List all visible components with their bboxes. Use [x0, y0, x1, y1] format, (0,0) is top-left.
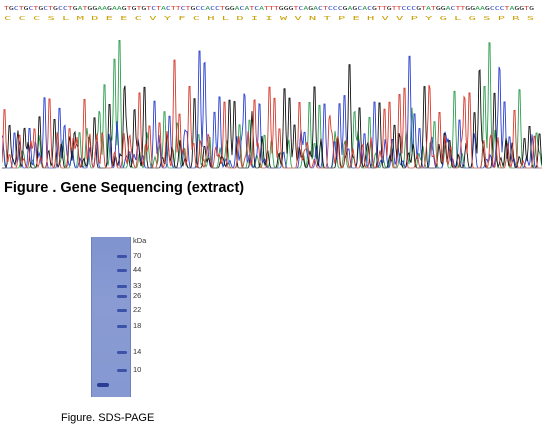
- sample-protein-band: [97, 383, 109, 387]
- marker-band-26: [117, 295, 127, 298]
- marker-label-14: 14: [133, 347, 142, 356]
- sds-page-caption: Figure. SDS-PAGE: [61, 412, 155, 424]
- trace-t: [2, 59, 542, 169]
- marker-band-44: [117, 269, 127, 272]
- sds-page-gel-image: kDa 70 44 33 26 22 18 14 10: [91, 237, 151, 397]
- marker-label-44: 44: [133, 265, 142, 274]
- gel-unit-label: kDa: [133, 236, 147, 245]
- base-trace-lines: [2, 40, 542, 169]
- marker-label-10: 10: [133, 365, 142, 374]
- marker-label-18: 18: [133, 321, 142, 330]
- amino-acid-sequence-track: C C C S L M D E E C V Y F C H L D I I W …: [4, 16, 534, 22]
- gene-sequencing-caption: Figure . Gene Sequencing (extract): [4, 180, 245, 196]
- gel-lane: [91, 237, 131, 397]
- marker-label-22: 22: [133, 305, 142, 314]
- marker-label-26: 26: [133, 291, 142, 300]
- marker-band-70: [117, 255, 127, 258]
- marker-band-18: [117, 325, 127, 328]
- marker-band-22: [117, 309, 127, 312]
- marker-band-14: [117, 351, 127, 354]
- marker-label-33: 33: [133, 281, 142, 290]
- marker-band-33: [117, 285, 127, 288]
- marker-band-10: [117, 369, 127, 372]
- marker-label-70: 70: [133, 251, 142, 260]
